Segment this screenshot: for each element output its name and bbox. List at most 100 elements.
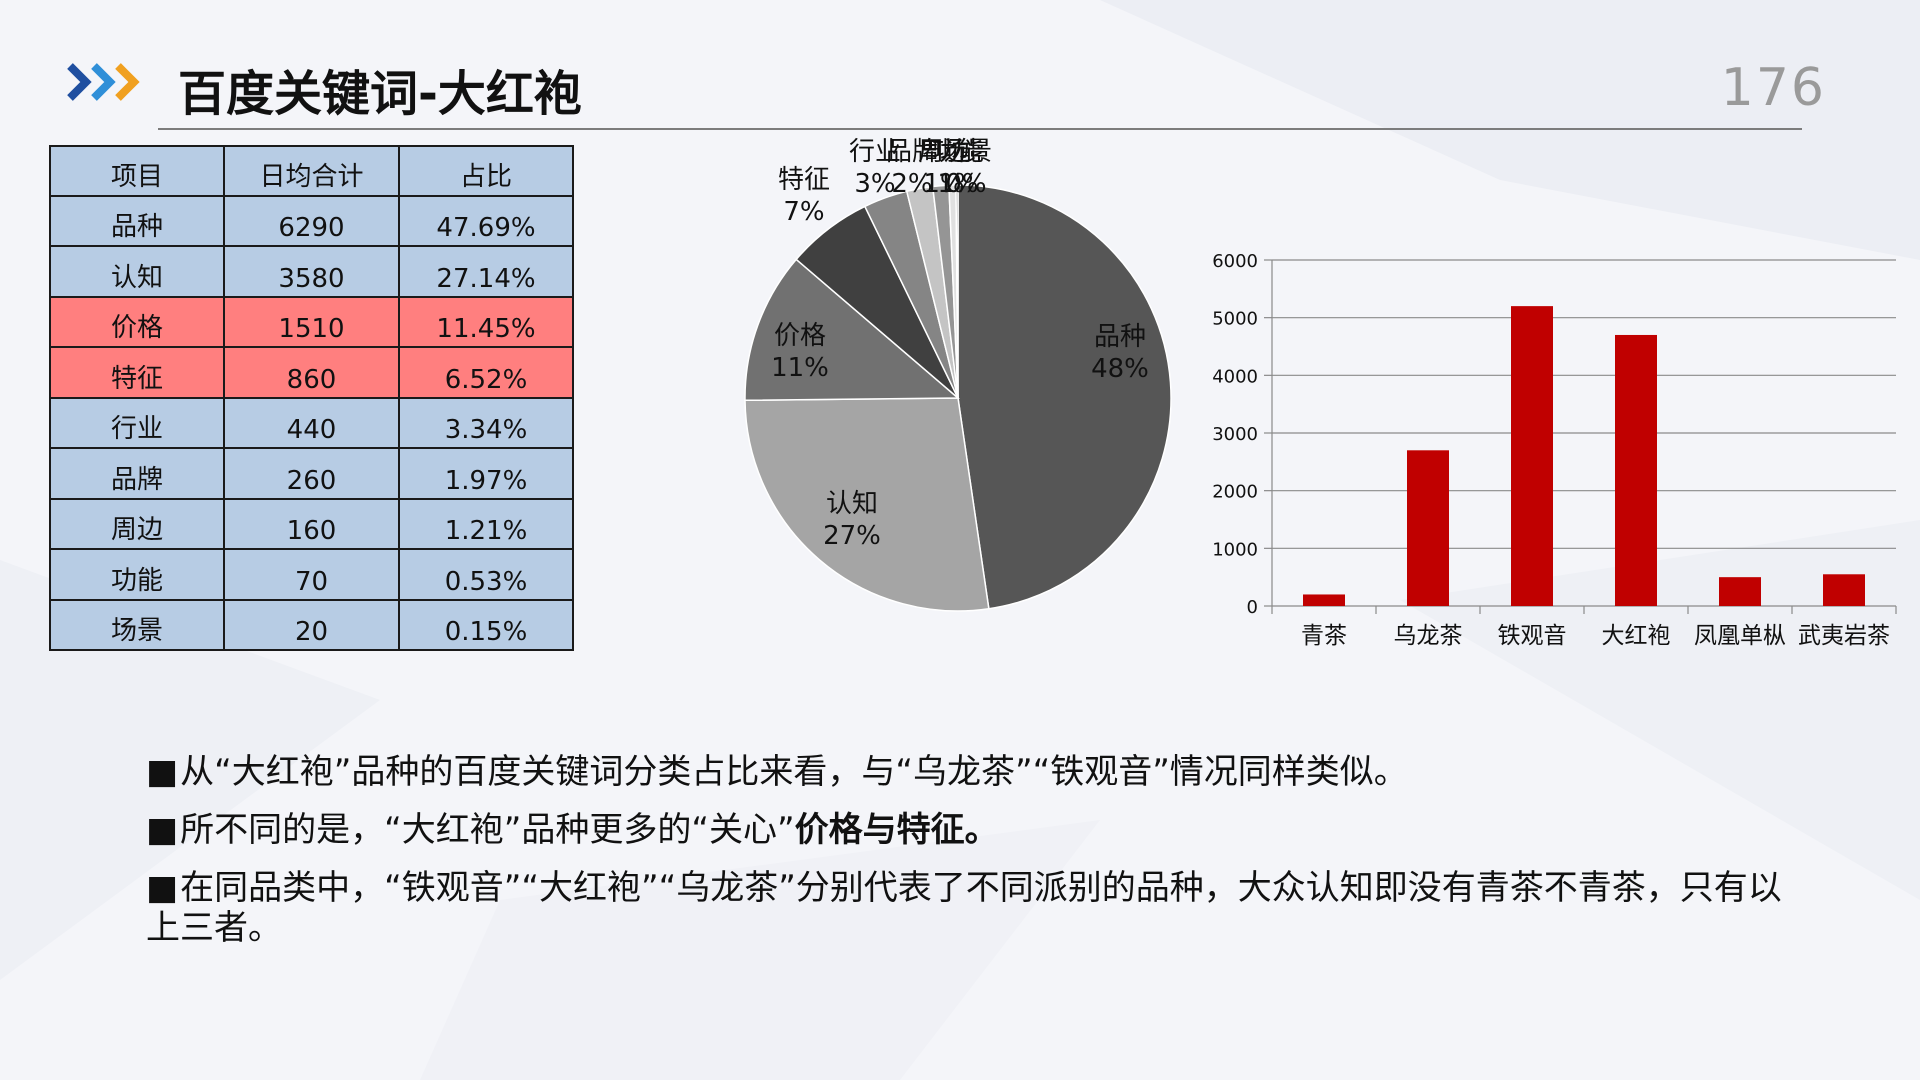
table-row: 品牌 260 1.97%	[49, 447, 574, 500]
daily-total-cell: 70	[223, 548, 400, 601]
item-cell: 功能	[49, 548, 225, 601]
table-row: 认知 3580 27.14%	[49, 245, 574, 298]
column-header-daily-total: 日均合计	[223, 145, 400, 197]
pie-label: 7%	[783, 197, 824, 227]
x-tick-label: 大红袍	[1602, 623, 1671, 649]
pie-label: 周边	[918, 137, 970, 167]
daily-total-cell: 20	[223, 598, 400, 651]
share-cell: 0.53%	[398, 548, 574, 601]
share-cell: 1.21%	[398, 497, 574, 551]
x-tick-label: 凤凰单枞	[1694, 623, 1786, 649]
bullet-list: ■从“大红袍”品种的百度关键词分类占比来看，与“乌龙茶”“铁观音”情况同样类似。…	[146, 752, 1786, 966]
item-cell: 品种	[49, 194, 225, 248]
bullet-2: ■所不同的是，“大红袍”品种更多的“关心”价格与特征。	[146, 810, 999, 850]
daily-total-cell: 860	[223, 346, 400, 399]
y-tick-label: 3000	[1212, 424, 1258, 445]
y-tick-label: 6000	[1212, 251, 1258, 272]
bullet-3: ■在同品类中，“铁观音”“大红袍”“乌龙茶”分别代表了不同派别的品种，大众认知即…	[146, 868, 1782, 948]
table-row: 特征 860 6.52%	[49, 346, 574, 399]
slide-header: 百度关键词-大红袍 176	[66, 50, 1826, 122]
item-cell: 认知	[49, 245, 225, 298]
bullet-2-bold-and: 与	[862, 810, 897, 850]
daily-total-cell: 440	[223, 396, 400, 450]
bar	[1303, 594, 1345, 606]
pie-label: 48%	[1091, 354, 1149, 384]
pie-label: 认知	[826, 489, 878, 519]
keyword-table: 项目 日均合计 占比 品种 6290 47.69% 认知 3580 27.14% 价格 151…	[49, 145, 574, 651]
share-cell: 47.69%	[398, 194, 574, 248]
pie-label: 品牌	[886, 137, 938, 167]
y-tick-label: 0	[1247, 597, 1258, 618]
bullet-2-text: 所不同的是，“大红袍”品种更多的“关心”	[180, 810, 795, 850]
page-number: 176	[1720, 58, 1826, 118]
daily-total-cell: 260	[223, 447, 400, 500]
pie-label: 行业	[849, 137, 901, 167]
bullet-1: ■从“大红袍”品种的百度关键词分类占比来看，与“乌龙茶”“铁观音”情况同样类似。	[146, 752, 1408, 792]
item-cell: 行业	[49, 396, 225, 450]
tea-bar-chart: 0 1000 2000 3000 4000 5000 6000 青茶 乌龙茶 铁观音 大红袍 凤凰单枞…	[1212, 251, 1897, 649]
y-tick-label: 2000	[1212, 482, 1258, 503]
bullet-3-text: 在同品类中，“铁观音”“大红袍”“乌龙茶”分别代表了不同派别的品种，大众认知即没…	[146, 868, 1782, 948]
x-tick-label: 乌龙茶	[1394, 623, 1463, 649]
bar	[1511, 306, 1553, 606]
item-cell: 特征	[49, 346, 225, 399]
pie-label: 1%	[937, 169, 978, 199]
table-header-row: 项目 日均合计 占比	[49, 145, 574, 197]
table-row: 场景 20 0.15%	[49, 598, 574, 651]
share-cell: 3.34%	[398, 396, 574, 450]
pie-label: 场景	[940, 137, 992, 167]
table-row: 品种 6290 47.69%	[49, 194, 574, 248]
table-row: 行业 440 3.34%	[49, 396, 574, 450]
pie-label: 价格	[774, 321, 826, 351]
daily-total-cell: 1510	[223, 295, 400, 349]
item-cell: 场景	[49, 598, 225, 651]
item-cell: 品牌	[49, 447, 225, 500]
column-header-share: 占比	[398, 145, 574, 197]
pie-label: 特征	[778, 165, 830, 195]
y-tick-label: 4000	[1212, 366, 1258, 387]
header-divider	[158, 128, 1802, 130]
pie-label: 11%	[771, 353, 829, 383]
bar	[1615, 334, 1657, 606]
share-cell: 1.97%	[398, 447, 574, 500]
x-tick-label: 武夷岩茶	[1798, 623, 1890, 649]
bar	[1407, 450, 1449, 606]
pie-label: 0%	[945, 169, 986, 199]
bullet-1-text: 从“大红袍”品种的百度关键词分类占比来看，与“乌龙茶”“铁观音”情况同样类似。	[180, 752, 1408, 792]
bar	[1823, 574, 1865, 606]
bar	[1719, 577, 1761, 606]
pie-label: 1%	[923, 169, 964, 199]
pie-label: 品种	[1094, 322, 1146, 352]
item-cell: 价格	[49, 295, 225, 349]
pie-slice	[957, 184, 1172, 610]
y-tick-label: 1000	[1212, 539, 1258, 560]
daily-total-cell: 3580	[223, 245, 400, 298]
table-row: 周边 160 1.21%	[49, 497, 574, 551]
item-cell: 周边	[49, 497, 225, 551]
share-cell: 27.14%	[398, 245, 574, 298]
pie-slice	[744, 397, 990, 612]
share-cell: 11.45%	[398, 295, 574, 349]
table-row: 价格 1510 11.45%	[49, 295, 574, 349]
pie-slice	[955, 184, 959, 399]
pie-label: 功能	[932, 137, 984, 167]
share-cell: 6.52%	[398, 346, 574, 399]
y-tick-label: 5000	[1212, 309, 1258, 330]
pie-label: 27%	[823, 521, 881, 551]
daily-total-cell: 160	[223, 497, 400, 551]
table-row: 功能 70 0.53%	[49, 548, 574, 601]
bullet-2-end: 。	[964, 810, 999, 850]
slide-title: 百度关键词-大红袍	[178, 66, 582, 122]
column-header-item: 项目	[49, 145, 225, 197]
chevron-arrows-icon	[67, 63, 140, 101]
x-tick-label: 青茶	[1301, 623, 1347, 649]
bullet-2-bold-feature: 特征	[896, 810, 965, 850]
pie-label: 2%	[891, 169, 932, 199]
x-tick-label: 铁观音	[1498, 623, 1567, 649]
daily-total-cell: 6290	[223, 194, 400, 248]
pie-label: 3%	[854, 169, 895, 199]
share-cell: 0.15%	[398, 598, 574, 651]
pie-slice	[744, 258, 961, 402]
bullet-2-bold-price: 价格	[794, 810, 863, 850]
